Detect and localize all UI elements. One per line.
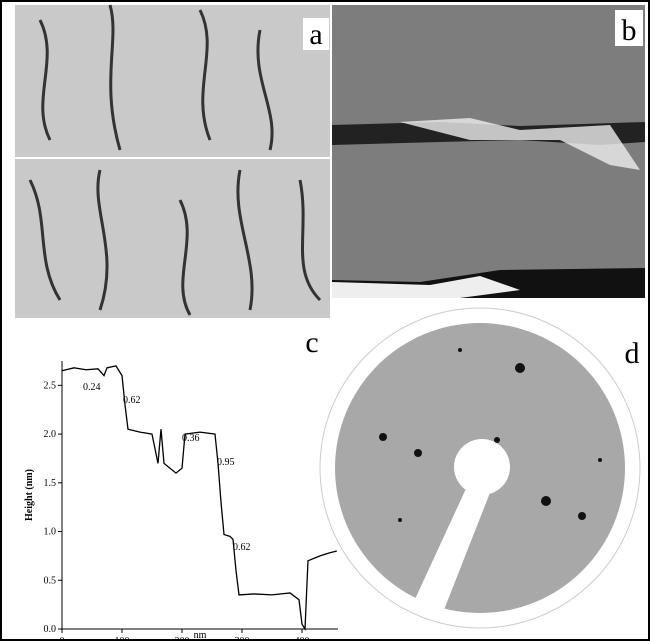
step-annotation: 0.62 (233, 542, 251, 553)
panel-label: b (622, 14, 637, 47)
y-tick-label: 0.0 (44, 624, 57, 635)
step-annotation: 0.36 (182, 433, 200, 444)
y-tick-label: 2.0 (44, 429, 57, 440)
panel-a-image: a (15, 5, 330, 318)
step-annotation: 0.95 (217, 457, 235, 468)
panel-label: a (309, 18, 322, 51)
x-tick-label: 200 (175, 636, 190, 641)
panel-b-image: b (332, 5, 645, 298)
x-tick-label: 0 (60, 636, 65, 641)
x-tick-label: 100 (115, 636, 130, 641)
y-tick-label: 2.5 (44, 380, 57, 391)
x-axis-label: nm (194, 630, 207, 641)
figure: a b c d 0.0 0.5 1.0 1.5 2.0 2.5 0 100 200 300 400 n… (0, 0, 650, 641)
panel-label: c (305, 326, 318, 359)
y-tick-label: 0.5 (44, 575, 57, 586)
step-annotation: 0.24 (83, 382, 101, 393)
panel-label: d (625, 337, 640, 370)
y-tick-label: 1.5 (44, 478, 57, 489)
step-annotation: 0.62 (123, 395, 141, 406)
y-axis-label: Height (nm) (24, 469, 35, 521)
x-tick-label: 400 (295, 636, 310, 641)
x-tick-label: 300 (235, 636, 250, 641)
y-tick-label: 1.0 (44, 527, 57, 538)
